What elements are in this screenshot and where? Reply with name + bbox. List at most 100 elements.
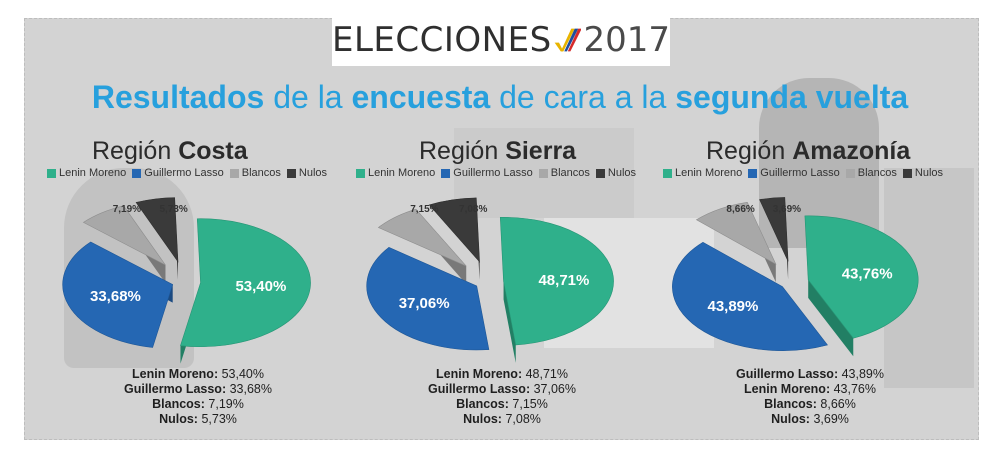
brand-year: 2017 [583,20,670,60]
headline: Resultados de la encuesta de cara a la s… [0,79,1000,116]
legend-costa: Lenin Moreno Guillermo Lasso Blancos Nul… [47,167,327,179]
legend-swatch [595,168,605,178]
summary-value: 43,89% [841,367,884,381]
summary-value: 7,08% [505,412,541,426]
summary-line: Nulos: 5,73% [78,412,318,427]
summary-line: Nulos: 3,69% [690,412,930,427]
pie-0: 53,40% 33,68% 7,19% 5,73% [62,197,311,366]
summary-line: Blancos: 7,15% [382,397,622,412]
summary-costa: Lenin Moreno: 53,40% Guillermo Lasso: 33… [78,367,318,427]
legend-label: Guillermo Lasso [760,167,840,179]
region-title-name: Costa [178,137,248,165]
legend-item: Guillermo Lasso [132,167,224,179]
summary-line: Nulos: 7,08% [382,412,622,427]
summary-name: Lenin Moreno: [744,382,831,396]
legend-item: Nulos [902,167,943,179]
headline-part: de la [264,79,352,115]
legend-item: Guillermo Lasso [748,167,840,179]
summary-name: Nulos: [771,412,810,426]
summary-line: Guillermo Lasso: 33,68% [78,382,318,397]
summary-value: 7,19% [208,397,244,411]
legend-item: Blancos [845,167,897,179]
pie-label: 48,71% [538,272,589,289]
legend-item: Guillermo Lasso [441,167,533,179]
region-title-sierra: Región Sierra [419,137,576,166]
summary-name: Guillermo Lasso: [124,382,227,396]
pie-label: 33,68% [90,288,141,305]
pie-label: 53,40% [235,278,286,295]
summary-value: 48,71% [525,367,568,381]
summary-name: Blancos: [764,397,817,411]
legend-swatch [286,168,296,178]
region-title-amazonia: Región Amazonía [706,137,910,166]
pie-slice-nulos [135,197,179,263]
summary-value: 8,66% [820,397,856,411]
pie-slice-lenin-moreno [180,218,311,348]
brand-logo: ELECCIONES 2017 [332,14,670,66]
summary-name: Nulos: [159,412,198,426]
headline-part: de cara a la [490,79,676,115]
legend-swatch [538,168,548,178]
legend-item: Lenin Moreno [663,167,742,179]
summary-amazonia: Guillermo Lasso: 43,89% Lenin Moreno: 43… [690,367,930,427]
summary-value: 33,68% [229,382,272,396]
headline-part: encuesta [351,79,491,115]
summary-name: Blancos: [456,397,509,411]
pie-slice-blancos [695,201,777,265]
pie-slice-nulos [428,197,480,263]
summary-line: Lenin Moreno: 48,71% [382,367,622,382]
pie-label: 43,89% [707,298,758,315]
region-title-name: Sierra [505,137,577,165]
pie-slice-nulos [759,197,789,262]
pie-1: 48,71% 37,06% 7,15% 7,08% [366,197,614,368]
legend-label: Lenin Moreno [59,167,127,179]
pie-label: 37,06% [399,295,450,312]
pie-label: 7,15% [410,204,438,215]
legend-item: Lenin Moreno [356,167,435,179]
legend-swatch [748,168,758,178]
legend-item: Blancos [538,167,590,179]
pie-label: 5,73% [159,204,187,215]
legend-label: Nulos [298,167,328,179]
region-title-prefix: Región [706,137,786,165]
legend-label: Guillermo Lasso [144,167,224,179]
legend-sierra: Lenin Moreno Guillermo Lasso Blancos Nul… [356,167,636,179]
legend-amazonia: Lenin Moreno Guillermo Lasso Blancos Nul… [663,167,943,179]
checkmark-icon [554,28,582,52]
legend-label: Guillermo Lasso [453,167,533,179]
summary-value: 5,73% [201,412,237,426]
pie-slice-lenin-moreno [499,217,614,346]
legend-swatch [229,168,239,178]
summary-line: Guillermo Lasso: 43,89% [690,367,930,382]
pie-slice-guillermo-lasso [672,241,828,351]
region-title-name: Amazonía [792,137,911,165]
region-title-prefix: Región [419,137,499,165]
legend-swatch [441,168,451,178]
summary-name: Nulos: [463,412,502,426]
legend-label: Blancos [550,167,590,179]
legend-label: Nulos [607,167,637,179]
legend-swatch [47,168,56,178]
summary-value: 7,15% [512,397,548,411]
summary-value: 53,40% [221,367,264,381]
summary-name: Guillermo Lasso: [736,367,839,381]
pie-slice-blancos [82,205,166,266]
pie-slice-guillermo-lasso [62,241,174,348]
legend-label: Blancos [857,167,897,179]
summary-line: Lenin Moreno: 43,76% [690,382,930,397]
legend-swatch [845,168,855,178]
summary-value: 43,76% [833,382,876,396]
summary-name: Lenin Moreno: [132,367,219,381]
legend-label: Blancos [241,167,281,179]
legend-swatch [902,168,912,178]
legend-swatch [132,168,142,178]
legend-swatch [663,168,672,178]
region-title-prefix: Región [92,137,172,165]
summary-value: 3,69% [813,412,849,426]
pie-2: 43,76% 43,89% 8,66% 3,69% [672,197,919,369]
legend-label: Lenin Moreno [675,167,743,179]
summary-line: Blancos: 8,66% [690,397,930,412]
brand-text: ELECCIONES [332,20,552,60]
